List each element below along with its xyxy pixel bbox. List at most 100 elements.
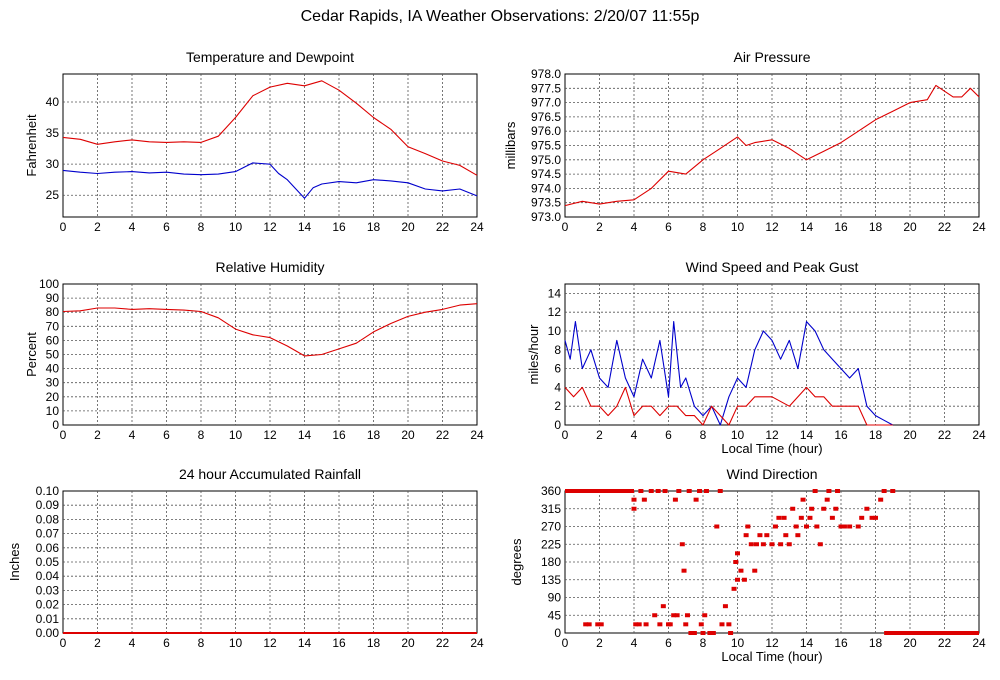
data-point bbox=[798, 515, 804, 520]
data-point bbox=[772, 524, 778, 529]
y-tick-label: 25 bbox=[46, 188, 60, 202]
data-point bbox=[738, 568, 744, 573]
x-tick-label: 18 bbox=[367, 428, 381, 442]
y-tick-label: 0.03 bbox=[36, 583, 60, 597]
y-tick-label: 2 bbox=[554, 399, 561, 413]
y-tick-label: 14 bbox=[548, 286, 562, 300]
data-point bbox=[752, 568, 758, 573]
y-tick-label: 4 bbox=[554, 380, 561, 394]
x-tick-label: 0 bbox=[60, 428, 67, 442]
data-point bbox=[733, 560, 739, 564]
data-point bbox=[735, 551, 740, 556]
y-tick-label: 0.04 bbox=[36, 569, 60, 583]
x-tick-label: 20 bbox=[903, 428, 917, 442]
data-point bbox=[735, 577, 740, 582]
data-point bbox=[684, 613, 690, 618]
x-tick-label: 16 bbox=[834, 636, 848, 650]
data-point bbox=[824, 497, 830, 502]
x-tick-label: 24 bbox=[470, 220, 484, 234]
data-point bbox=[786, 542, 792, 547]
x-tick-label: 16 bbox=[834, 220, 848, 234]
data-point bbox=[641, 497, 647, 502]
chart-title: Temperature and Dewpoint bbox=[186, 49, 354, 65]
data-point bbox=[638, 489, 644, 493]
x-tick-label: 8 bbox=[198, 636, 205, 650]
y-tick-label: 0.05 bbox=[36, 555, 60, 569]
data-point bbox=[671, 613, 677, 618]
data-point bbox=[745, 524, 751, 529]
x-tick-label: 20 bbox=[401, 636, 415, 650]
y-tick-label: 973.5 bbox=[531, 196, 561, 210]
y-tick-label: 0.07 bbox=[36, 527, 60, 541]
y-tick-label: 50 bbox=[46, 348, 60, 362]
data-point bbox=[726, 622, 732, 627]
y-tick-label: 0.08 bbox=[36, 512, 60, 526]
data-point bbox=[847, 524, 853, 529]
x-tick-label: 24 bbox=[972, 220, 986, 234]
x-tick-label: 12 bbox=[765, 636, 779, 650]
x-tick-label: 6 bbox=[163, 220, 170, 234]
x-tick-label: 18 bbox=[367, 220, 381, 234]
x-tick-label: 16 bbox=[332, 220, 346, 234]
data-point bbox=[717, 489, 723, 493]
y-tick-label: 90 bbox=[46, 291, 60, 305]
x-tick-label: 18 bbox=[869, 636, 883, 650]
y-tick-label: 0.06 bbox=[36, 541, 60, 555]
x-tick-label: 2 bbox=[596, 636, 603, 650]
y-tick-label: 978.0 bbox=[531, 67, 561, 81]
series-line-0 bbox=[564, 321, 894, 426]
data-point bbox=[691, 631, 697, 635]
x-tick-label: 10 bbox=[229, 636, 243, 650]
data-point bbox=[598, 622, 604, 627]
y-tick-label: 270 bbox=[541, 520, 561, 534]
y-tick-label: 975.0 bbox=[531, 153, 561, 167]
y-tick-label: 100 bbox=[39, 277, 59, 291]
chart-title: Wind Direction bbox=[726, 466, 817, 482]
data-point bbox=[812, 489, 818, 493]
x-tick-label: 22 bbox=[436, 220, 450, 234]
y-tick-label: 0.10 bbox=[36, 484, 60, 498]
data-point bbox=[821, 506, 827, 511]
y-tick-label: 315 bbox=[541, 502, 561, 516]
data-point bbox=[657, 622, 663, 627]
data-point bbox=[826, 489, 832, 493]
data-point bbox=[753, 542, 759, 547]
x-tick-label: 14 bbox=[800, 636, 814, 650]
data-point bbox=[672, 497, 678, 502]
data-point bbox=[631, 506, 637, 511]
data-point bbox=[693, 497, 699, 502]
data-point bbox=[760, 542, 766, 547]
data-point bbox=[636, 622, 642, 627]
x-tick-label: 20 bbox=[401, 428, 415, 442]
y-tick-label: 225 bbox=[541, 537, 561, 551]
data-point bbox=[800, 497, 806, 502]
data-point bbox=[841, 524, 847, 529]
x-tick-label: 0 bbox=[562, 428, 569, 442]
data-point bbox=[835, 489, 841, 493]
data-point bbox=[595, 622, 601, 627]
y-tick-label: 10 bbox=[548, 324, 562, 338]
x-tick-label: 0 bbox=[562, 636, 569, 650]
y-tick-label: 0 bbox=[554, 418, 561, 432]
data-point bbox=[741, 577, 747, 582]
x-tick-label: 18 bbox=[367, 636, 381, 650]
x-tick-label: 14 bbox=[298, 220, 312, 234]
data-point bbox=[855, 524, 861, 529]
x-tick-label: 4 bbox=[129, 636, 136, 650]
x-tick-label: 10 bbox=[731, 636, 745, 650]
y-tick-label: 0.02 bbox=[36, 598, 60, 612]
x-tick-label: 20 bbox=[903, 636, 917, 650]
x-tick-label: 10 bbox=[229, 220, 243, 234]
data-point bbox=[714, 524, 720, 529]
data-point bbox=[707, 631, 713, 635]
x-tick-label: 16 bbox=[332, 428, 346, 442]
y-tick-label: 40 bbox=[46, 95, 60, 109]
page-title: Cedar Rapids, IA Weather Observations: 2… bbox=[300, 8, 700, 25]
x-tick-label: 2 bbox=[596, 220, 603, 234]
x-tick-label: 0 bbox=[562, 220, 569, 234]
data-point bbox=[697, 489, 703, 493]
